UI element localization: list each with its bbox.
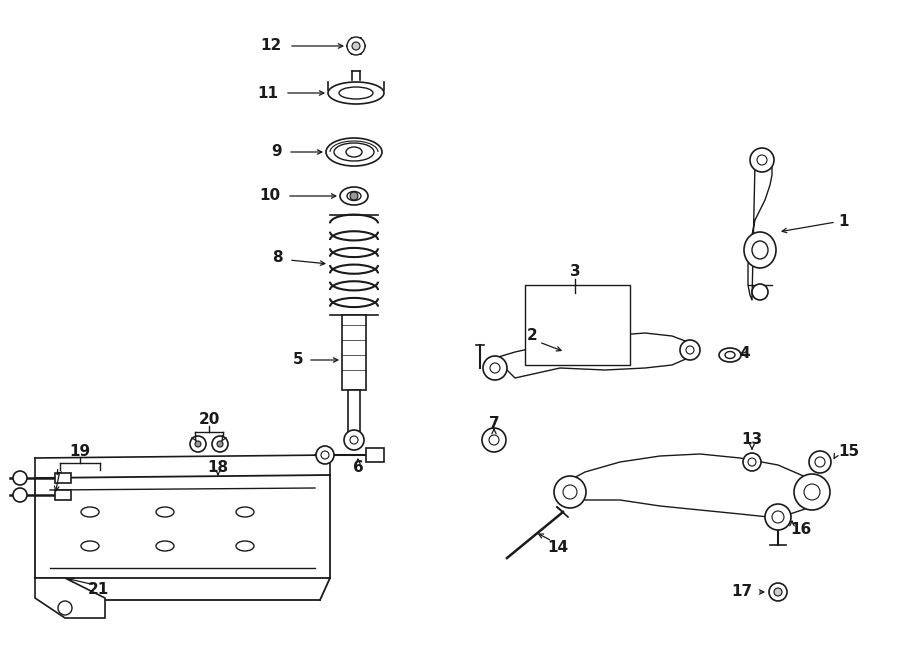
Circle shape (316, 446, 334, 464)
Ellipse shape (752, 241, 768, 259)
Circle shape (212, 436, 228, 452)
Bar (342, 315, 366, 390)
Circle shape (757, 155, 767, 165)
Text: 18: 18 (207, 461, 229, 475)
Text: 11: 11 (257, 85, 278, 100)
Circle shape (352, 42, 360, 50)
Text: 3: 3 (570, 264, 580, 280)
Circle shape (190, 436, 206, 452)
Circle shape (344, 430, 364, 450)
Text: 13: 13 (742, 432, 762, 447)
Circle shape (13, 488, 27, 502)
Ellipse shape (346, 147, 362, 157)
Text: 20: 20 (198, 412, 220, 428)
Ellipse shape (81, 541, 99, 551)
Polygon shape (35, 578, 105, 618)
Circle shape (769, 583, 787, 601)
Ellipse shape (719, 348, 741, 362)
Polygon shape (35, 475, 330, 578)
Circle shape (58, 601, 72, 615)
Ellipse shape (81, 507, 99, 517)
Ellipse shape (156, 541, 174, 551)
Text: 19: 19 (69, 444, 91, 459)
Circle shape (490, 363, 500, 373)
Text: 16: 16 (790, 522, 811, 537)
Text: 2: 2 (526, 327, 537, 342)
Text: 4: 4 (740, 346, 750, 362)
Ellipse shape (347, 192, 361, 200)
Bar (525, 285, 630, 365)
Bar (55, 473, 71, 483)
Circle shape (195, 441, 201, 447)
Circle shape (794, 474, 830, 510)
Circle shape (482, 428, 506, 452)
Circle shape (350, 436, 358, 444)
Circle shape (765, 504, 791, 530)
Circle shape (804, 484, 820, 500)
Bar (366, 448, 384, 462)
Ellipse shape (744, 232, 776, 268)
Circle shape (748, 458, 756, 466)
Circle shape (563, 485, 577, 499)
Ellipse shape (725, 352, 735, 358)
Circle shape (13, 471, 27, 485)
Circle shape (774, 588, 782, 596)
Text: 6: 6 (353, 461, 364, 475)
Text: 9: 9 (272, 145, 282, 159)
Bar (55, 490, 71, 500)
Text: 21: 21 (87, 582, 109, 598)
Circle shape (489, 435, 499, 445)
Circle shape (554, 476, 586, 508)
Circle shape (483, 356, 507, 380)
Text: 15: 15 (838, 444, 860, 459)
Text: 8: 8 (273, 251, 283, 266)
Text: 5: 5 (292, 352, 303, 368)
Circle shape (686, 346, 694, 354)
Text: 12: 12 (261, 38, 282, 54)
Ellipse shape (326, 138, 382, 166)
Circle shape (809, 451, 831, 473)
Ellipse shape (334, 143, 374, 161)
Circle shape (752, 284, 768, 300)
Circle shape (815, 457, 825, 467)
Ellipse shape (339, 87, 373, 99)
Text: 7: 7 (489, 416, 500, 432)
Circle shape (680, 340, 700, 360)
Text: 10: 10 (259, 188, 280, 204)
Circle shape (750, 148, 774, 172)
Ellipse shape (236, 507, 254, 517)
Circle shape (347, 37, 365, 55)
Ellipse shape (156, 507, 174, 517)
Ellipse shape (328, 82, 384, 104)
Ellipse shape (236, 541, 254, 551)
Circle shape (321, 451, 329, 459)
Text: 17: 17 (731, 584, 752, 600)
Text: 1: 1 (838, 215, 849, 229)
Circle shape (743, 453, 761, 471)
Circle shape (772, 511, 784, 523)
Text: 14: 14 (547, 541, 569, 555)
Circle shape (350, 192, 358, 200)
Ellipse shape (340, 187, 368, 205)
Circle shape (217, 441, 223, 447)
Bar (348, 390, 360, 432)
